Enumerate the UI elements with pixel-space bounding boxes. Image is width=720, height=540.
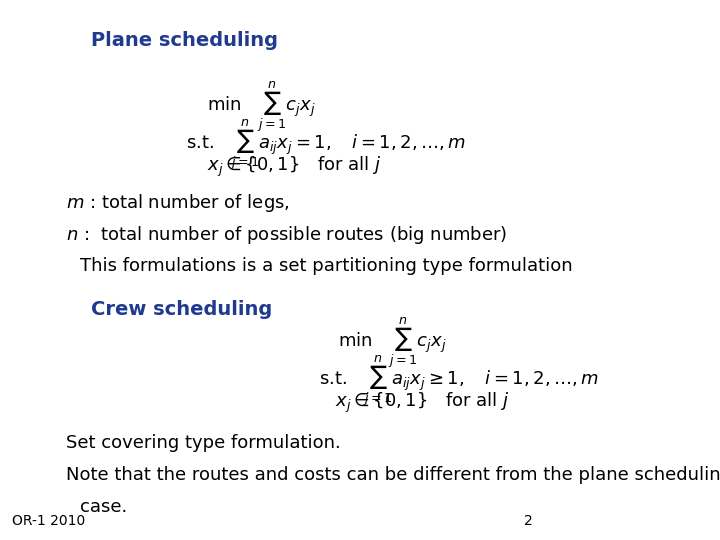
Text: Crew scheduling: Crew scheduling [91, 300, 272, 319]
Text: $\text{s.t.} \quad \sum_{j=1}^{n} a_{ij} x_j \geq 1, \quad i = 1, 2, \ldots, m$: $\text{s.t.} \quad \sum_{j=1}^{n} a_{ij}… [319, 353, 598, 408]
Text: 2: 2 [524, 514, 533, 528]
Text: $\min \quad \sum_{j=1}^{n} c_j x_j$: $\min \quad \sum_{j=1}^{n} c_j x_j$ [338, 316, 446, 370]
Text: This formulations is a set partitioning type formulation: This formulations is a set partitioning … [80, 256, 572, 274]
Text: Plane scheduling: Plane scheduling [91, 31, 278, 50]
Text: $x_j \in \{0,1\} \quad \text{for all } j$: $x_j \in \{0,1\} \quad \text{for all } j… [207, 154, 382, 179]
Text: $\min \quad \sum_{j=1}^{n} c_j x_j$: $\min \quad \sum_{j=1}^{n} c_j x_j$ [207, 79, 316, 134]
Text: $n$ :  total number of possible routes (big number): $n$ : total number of possible routes (b… [66, 224, 508, 246]
Text: Note that the routes and costs can be different from the plane scheduling: Note that the routes and costs can be di… [66, 466, 720, 484]
Text: $m$ : total number of legs,: $m$ : total number of legs, [66, 192, 290, 214]
Text: $x_j \in \{0,1\} \quad \text{for all } j$: $x_j \in \{0,1\} \quad \text{for all } j… [335, 391, 510, 415]
Text: Set covering type formulation.: Set covering type formulation. [66, 434, 341, 452]
Text: $\text{s.t.} \quad \sum_{j=1}^{n} a_{ij} x_j = 1, \quad i = 1, 2, \ldots, m$: $\text{s.t.} \quad \sum_{j=1}^{n} a_{ij}… [186, 117, 466, 172]
Text: OR-1 2010: OR-1 2010 [12, 514, 86, 528]
Text: case.: case. [80, 498, 127, 516]
